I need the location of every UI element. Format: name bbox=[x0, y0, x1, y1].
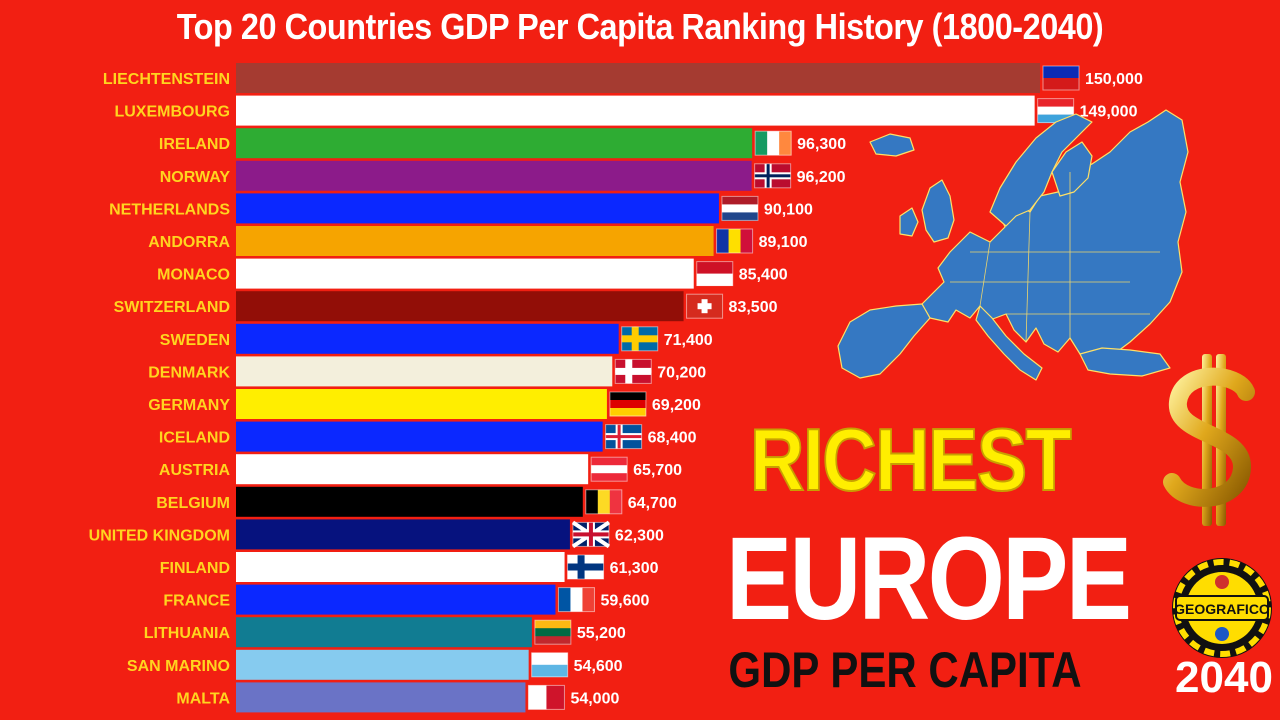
finland bbox=[1051, 141, 1093, 197]
europe-mainland bbox=[921, 109, 1189, 365]
value-label: 59,600 bbox=[600, 593, 649, 610]
anatolia bbox=[1079, 347, 1171, 377]
flag-icon bbox=[590, 456, 628, 482]
overlay-europe: EUROPE bbox=[726, 513, 1132, 645]
bar bbox=[236, 649, 529, 680]
flag-icon bbox=[557, 587, 595, 613]
value-label: 61,300 bbox=[610, 560, 659, 577]
flag-icon bbox=[614, 358, 652, 384]
bar bbox=[236, 258, 694, 289]
europe-map-icon bbox=[837, 109, 1189, 381]
category-label: AUSTRIA bbox=[159, 462, 231, 479]
category-label: SWEDEN bbox=[160, 332, 230, 349]
bar bbox=[236, 389, 607, 419]
flag-icon bbox=[1042, 65, 1080, 91]
bar bbox=[236, 682, 526, 713]
flag-icon bbox=[609, 391, 647, 417]
value-label: 96,200 bbox=[797, 169, 846, 186]
flag-icon bbox=[534, 619, 572, 645]
flag-icon bbox=[605, 424, 643, 450]
scandinavia bbox=[989, 113, 1093, 227]
value-label: 96,300 bbox=[797, 136, 846, 153]
flag-icon bbox=[531, 652, 569, 678]
bar bbox=[236, 356, 613, 387]
value-label: 64,700 bbox=[628, 495, 677, 512]
bar bbox=[236, 617, 532, 648]
value-label: 85,400 bbox=[739, 267, 788, 284]
value-label: 62,300 bbox=[615, 527, 664, 544]
geografico-logo-icon: GEOGRAFICO bbox=[1172, 558, 1272, 658]
bar bbox=[236, 128, 753, 159]
value-label: 90,100 bbox=[764, 201, 813, 218]
bar bbox=[236, 95, 1035, 126]
value-label: 55,200 bbox=[577, 625, 626, 642]
category-label: LITHUANIA bbox=[144, 625, 231, 642]
category-label: ICELAND bbox=[159, 430, 230, 447]
flag-icon bbox=[621, 326, 659, 352]
bar bbox=[236, 160, 752, 191]
bar bbox=[236, 519, 570, 550]
category-label: MONACO bbox=[157, 267, 230, 284]
bar bbox=[236, 486, 583, 517]
category-label: IRELAND bbox=[159, 136, 230, 153]
category-label: SAN MARINO bbox=[127, 658, 230, 675]
flag-icon bbox=[716, 228, 754, 254]
bar bbox=[236, 323, 619, 354]
bar bbox=[236, 584, 556, 615]
year-label: 2040 bbox=[1175, 653, 1273, 702]
chart-title: Top 20 Countries GDP Per Capita Ranking … bbox=[176, 6, 1104, 47]
value-label: 69,200 bbox=[652, 397, 701, 414]
category-label: LUXEMBOURG bbox=[114, 104, 230, 121]
bar bbox=[236, 193, 719, 224]
value-label: 150,000 bbox=[1085, 71, 1143, 88]
value-label: 71,400 bbox=[664, 332, 713, 349]
iceland-island bbox=[869, 133, 915, 157]
flag-icon bbox=[686, 293, 724, 319]
flag-icon bbox=[754, 163, 792, 189]
overlay-richest: RICHEST bbox=[749, 410, 1073, 509]
value-label: 149,000 bbox=[1080, 104, 1138, 121]
flag-icon bbox=[585, 489, 623, 515]
flag-icon bbox=[527, 684, 565, 710]
category-label: MALTA bbox=[176, 690, 230, 707]
overlay-gdp-per-capita: GDP PER CAPITA bbox=[728, 642, 1082, 698]
bar bbox=[236, 226, 714, 256]
flag-icon bbox=[754, 130, 792, 156]
great-britain bbox=[921, 179, 955, 243]
value-label: 54,600 bbox=[574, 658, 623, 675]
category-label: FINLAND bbox=[160, 560, 230, 577]
flag-icon bbox=[571, 520, 611, 549]
logo-text: GEOGRAFICO bbox=[1174, 601, 1270, 617]
category-label: ANDORRA bbox=[148, 234, 230, 251]
flag-icon bbox=[721, 195, 759, 221]
flag-icon bbox=[696, 261, 734, 287]
category-label: SWITZERLAND bbox=[114, 299, 230, 316]
ireland-island bbox=[899, 207, 919, 237]
value-label: 54,000 bbox=[570, 690, 619, 707]
value-label: 89,100 bbox=[759, 234, 808, 251]
flag-icon bbox=[567, 554, 605, 580]
value-label: 68,400 bbox=[648, 430, 697, 447]
bar bbox=[236, 552, 565, 582]
category-label: GERMANY bbox=[148, 397, 230, 414]
italy bbox=[975, 305, 1043, 381]
category-label: NORWAY bbox=[160, 169, 231, 186]
category-label: UNITED KINGDOM bbox=[89, 527, 230, 544]
gold-dollar-icon bbox=[1163, 354, 1255, 526]
value-label: 83,500 bbox=[729, 299, 778, 316]
category-label: NETHERLANDS bbox=[109, 201, 230, 218]
iberia bbox=[837, 303, 931, 379]
category-label: BELGIUM bbox=[156, 495, 230, 512]
bar bbox=[236, 454, 589, 485]
bar bbox=[236, 291, 684, 322]
category-label: LIECHTENSTEIN bbox=[103, 71, 230, 88]
value-label: 65,700 bbox=[633, 462, 682, 479]
bar bbox=[236, 63, 1040, 93]
category-label: DENMARK bbox=[148, 364, 230, 381]
value-label: 70,200 bbox=[657, 364, 706, 381]
bar bbox=[236, 421, 603, 452]
category-label: FRANCE bbox=[163, 593, 230, 610]
